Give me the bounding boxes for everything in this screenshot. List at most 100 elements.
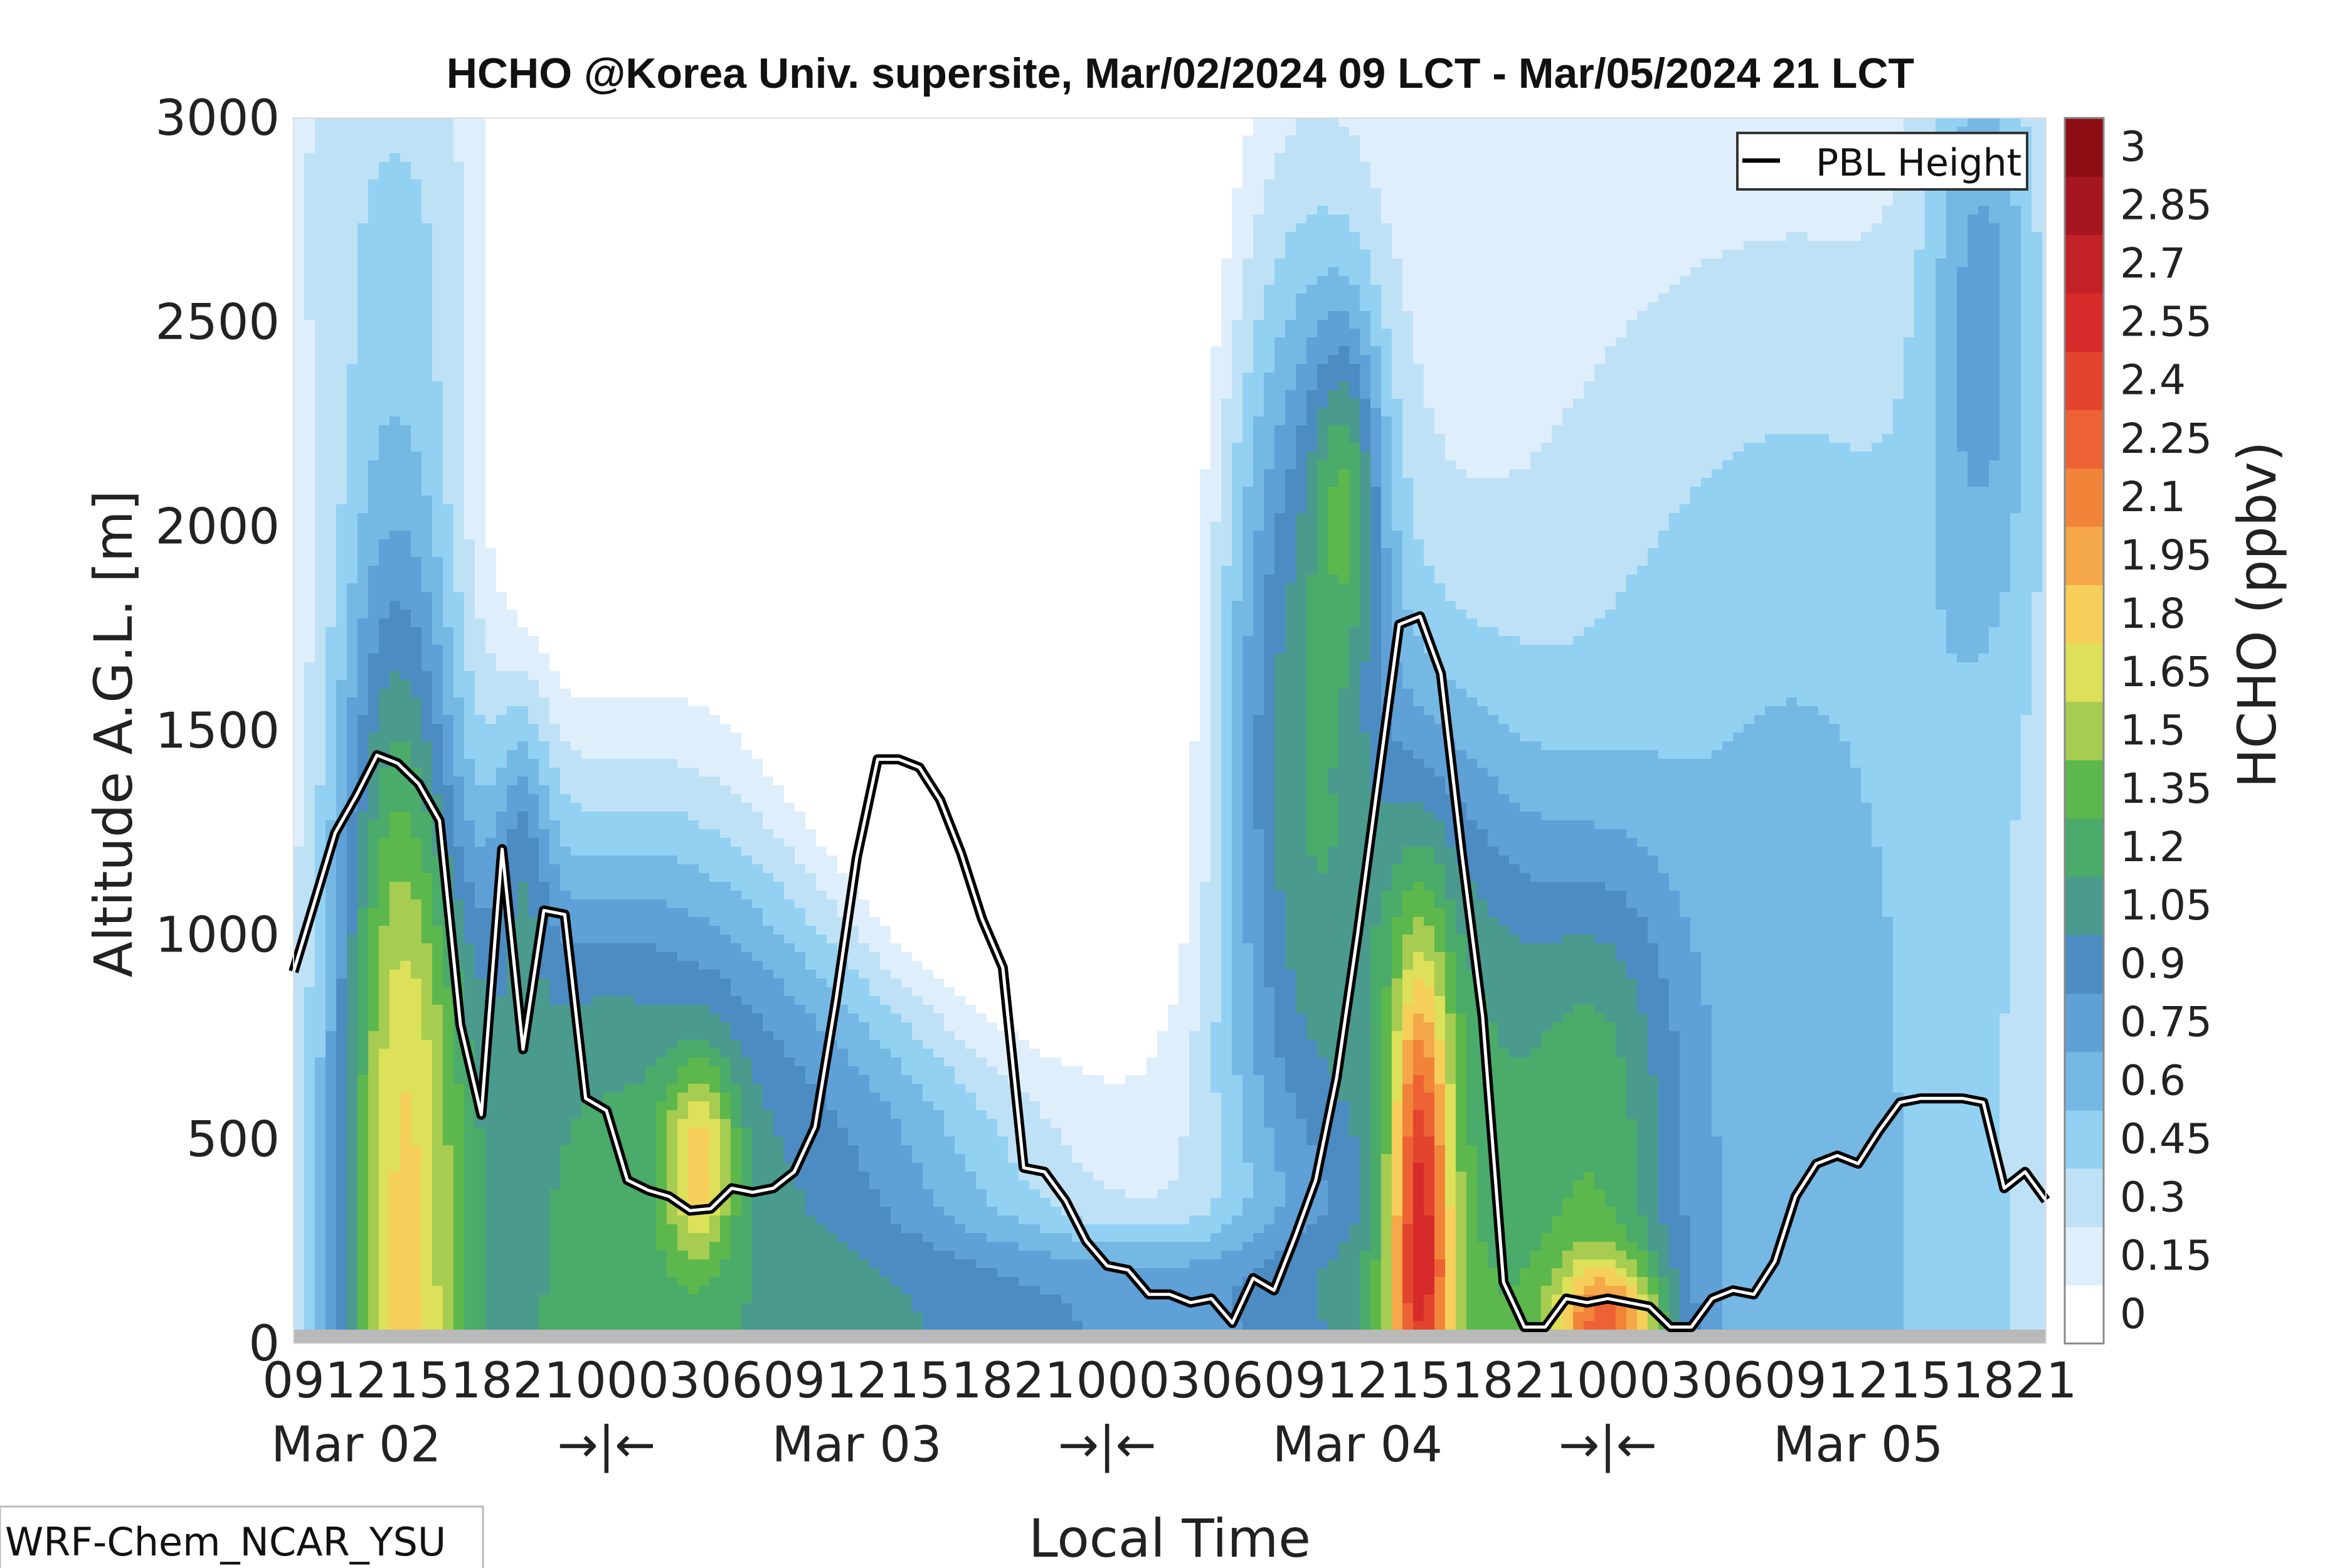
- date-label: Mar 02: [271, 1417, 441, 1473]
- x-tick-label: 03: [1640, 1353, 1702, 1409]
- colorbar-segment: [2065, 526, 2104, 585]
- x-tick-label: 18: [450, 1353, 512, 1409]
- x-tick-label: 21: [2015, 1353, 2077, 1409]
- colorbar-tick-label: 2.1: [2120, 473, 2186, 521]
- colorbar-segment: [2065, 1110, 2104, 1169]
- x-tick-label: 06: [1201, 1353, 1263, 1409]
- x-tick-label: 12: [1827, 1353, 1889, 1409]
- colorbar-tick-label: 2.7: [2120, 240, 2186, 288]
- y-tick-label: 0: [248, 1316, 280, 1372]
- y-tick-label: 3000: [155, 90, 280, 147]
- legend-label: PBL Height: [1816, 141, 2021, 185]
- pbl-height-line-halo: [292, 615, 2048, 1329]
- x-tick-label: 12: [325, 1353, 387, 1409]
- colorbar-tick-label: 0.6: [2120, 1056, 2186, 1104]
- colorbar-segment: [2065, 1285, 2104, 1344]
- x-tick-label: 18: [1952, 1353, 2015, 1409]
- legend: PBL Height: [1736, 132, 2028, 191]
- x-tick-label: 18: [951, 1353, 1013, 1409]
- colorbar-tick-label: 0.3: [2120, 1173, 2186, 1221]
- y-axis-label: Altitude A.G.L. [m]: [83, 490, 144, 978]
- colorbar-tick-label: 2.4: [2120, 356, 2186, 405]
- colorbar-segment: [2065, 1168, 2104, 1227]
- colorbar-segment: [2065, 1051, 2104, 1111]
- x-tick-label: 03: [1138, 1353, 1200, 1409]
- colorbar-segment: [2065, 818, 2104, 877]
- chart-title: HCHO @Korea Univ. supersite, Mar/02/2024…: [447, 50, 1914, 97]
- colorbar-frame: [2063, 117, 2105, 1345]
- date-label: →|←: [1559, 1417, 1657, 1473]
- x-tick-label: 15: [1389, 1353, 1451, 1409]
- colorbar-tick-label: 0.45: [2120, 1115, 2212, 1163]
- x-tick-label: 21: [1014, 1353, 1076, 1409]
- colorbar-segment: [2065, 701, 2104, 761]
- y-tick-label: 2000: [155, 499, 280, 555]
- date-label: Mar 03: [771, 1417, 941, 1473]
- x-tick-label: 21: [513, 1353, 575, 1409]
- colorbar-tick-label: 2.55: [2120, 298, 2212, 346]
- colorbar-tick-label: 1.8: [2120, 590, 2186, 638]
- colorbar-segment: [2065, 351, 2104, 410]
- colorbar-segment: [2065, 410, 2104, 469]
- x-tick-label: 15: [388, 1353, 450, 1409]
- colorbar-tick-label: 3: [2120, 123, 2146, 171]
- colorbar-segment: [2065, 235, 2104, 294]
- y-axis-ticks: 0 500 1000 1500 2000 2500 3000: [155, 90, 280, 1372]
- colorbar-tick-label: 2.85: [2120, 181, 2212, 230]
- colorbar-tick-label: 0.15: [2120, 1231, 2212, 1279]
- plot-area: [294, 118, 2047, 1344]
- x-tick-label: 06: [1702, 1353, 1764, 1409]
- x-tick-label: 18: [1451, 1353, 1513, 1409]
- x-tick-label: 00: [1577, 1353, 1639, 1409]
- x-tick-label: 21: [1514, 1353, 1576, 1409]
- colorbar: [2063, 117, 2105, 1345]
- colorbar-segment: [2065, 760, 2104, 819]
- date-label: →|←: [557, 1417, 655, 1473]
- y-tick-label: 500: [186, 1111, 280, 1168]
- model-label: WRF-Chem_NCAR_YSU: [5, 1519, 446, 1565]
- x-axis-ticks: 09 12 15 18 21 00 03 06 09 12 15 18 21 00 03 06 09 12 15 18…: [262, 1353, 2077, 1409]
- x-tick-label: 09: [262, 1353, 324, 1409]
- x-tick-label: 09: [1764, 1353, 1826, 1409]
- y-tick-label: 1000: [155, 908, 280, 964]
- colorbar-tick-label: 1.95: [2120, 531, 2212, 580]
- x-axis-date-labels: Mar 02 →|← Mar 03 →|← Mar 04 →|← Mar 05: [271, 1417, 1943, 1473]
- colorbar-tick-label: 0: [2120, 1290, 2146, 1338]
- colorbar-label: HCHO (ppbv): [2227, 441, 2288, 788]
- plot-frame: [293, 117, 2047, 1344]
- y-tick-label: 2500: [155, 295, 280, 351]
- date-label: →|←: [1058, 1417, 1157, 1473]
- x-tick-label: 12: [825, 1353, 887, 1409]
- colorbar-tick-label: 1.05: [2120, 881, 2212, 930]
- colorbar-segment: [2065, 585, 2104, 644]
- colorbar-tick-label: 1.5: [2120, 706, 2186, 755]
- colorbar-tick-label: 0.9: [2120, 940, 2186, 988]
- y-tick-label: 1500: [155, 703, 280, 760]
- x-tick-label: 00: [1076, 1353, 1138, 1409]
- colorbar-segment: [2065, 468, 2104, 527]
- colorbar-tick-label: 0.75: [2120, 998, 2212, 1046]
- colorbar-segment: [2065, 993, 2104, 1052]
- colorbar-tick-label: 1.2: [2120, 823, 2186, 871]
- colorbar-segment: [2065, 176, 2104, 235]
- model-label-box: WRF-Chem_NCAR_YSU: [0, 1505, 484, 1568]
- surface-band: [294, 1330, 2046, 1343]
- x-tick-label: 09: [1264, 1353, 1326, 1409]
- x-tick-label: 15: [1890, 1353, 1952, 1409]
- date-label: Mar 05: [1773, 1417, 1943, 1473]
- colorbar-segment: [2065, 643, 2104, 702]
- colorbar-tick-label: 2.25: [2120, 415, 2212, 463]
- colorbar-tick-labels: 0 0.15 0.3 0.45 0.6 0.75 0.9 1.05 1.2 1.35 1.5 1.65…: [2120, 123, 2212, 1338]
- colorbar-segment: [2065, 118, 2104, 177]
- date-label: Mar 04: [1273, 1417, 1443, 1473]
- colorbar-segment: [2065, 293, 2104, 352]
- x-tick-label: 12: [1327, 1353, 1389, 1409]
- colorbar-tick-label: 1.35: [2120, 765, 2212, 813]
- colorbar-tick-label: 1.65: [2120, 648, 2212, 696]
- colorbar-segment: [2065, 1226, 2104, 1286]
- x-axis-label: Local Time: [1029, 1508, 1311, 1568]
- x-tick-label: 15: [888, 1353, 950, 1409]
- x-tick-label: 09: [763, 1353, 825, 1409]
- x-tick-label: 00: [575, 1353, 637, 1409]
